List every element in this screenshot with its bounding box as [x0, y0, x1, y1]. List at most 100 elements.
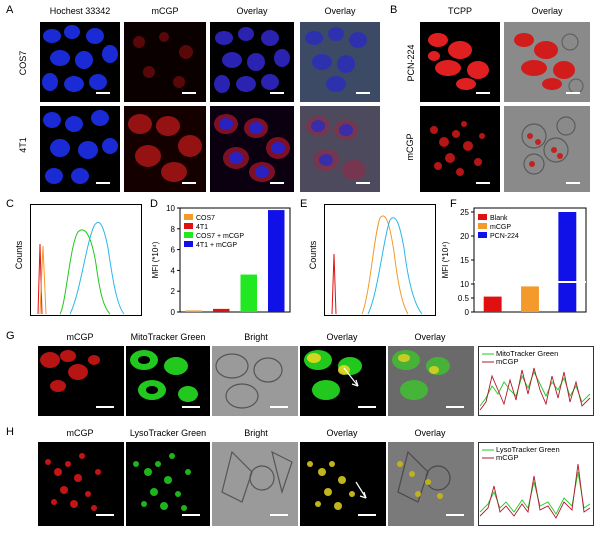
micrograph-a-cos7-overlay-bright — [300, 22, 380, 102]
y-tick-label: 2 — [171, 287, 176, 296]
scale-bar — [566, 182, 580, 184]
y-tick-label: 10 — [166, 204, 175, 213]
scale-bar — [270, 514, 288, 516]
legend-entry: Blank — [490, 215, 508, 222]
col-title-g3: Bright — [244, 332, 268, 342]
series-line — [39, 245, 47, 315]
micrograph-a-4t1-mcgp — [124, 106, 206, 192]
legend-entry-mitotracker: MitoTracker Green — [496, 349, 558, 358]
legend-entry-mcgp: mCGP — [496, 453, 519, 462]
series-line — [69, 221, 125, 315]
overlay-signal — [214, 27, 290, 93]
overlay-bright-signal — [521, 116, 576, 175]
overlay-signal — [304, 350, 362, 400]
micrograph-h-mcgp — [38, 442, 124, 526]
row-label-mcgp: mCGP — [405, 133, 415, 161]
micrograph-g-overlay-bright — [388, 346, 474, 416]
arrow-head — [359, 491, 367, 499]
tcpp-signal — [428, 33, 489, 90]
bar — [185, 310, 202, 312]
axis-label-counts-e: Counts — [308, 240, 318, 270]
legend-swatch — [478, 214, 487, 220]
plot-frame — [324, 204, 436, 316]
micrograph-g-mcgp — [38, 346, 124, 416]
scale-bar — [182, 182, 196, 184]
hoechst-nuclei — [43, 110, 118, 184]
y-tick-label: 0 — [171, 308, 176, 317]
col-title-h4: Overlay — [326, 428, 358, 438]
panel-label-h: H — [6, 426, 14, 438]
micrograph-b-pcn224-overlay — [504, 22, 590, 102]
scale-bar — [182, 92, 196, 94]
series-line-green — [479, 370, 591, 407]
micrograph-h-overlay — [300, 442, 386, 526]
col-title-b2: Overlay — [531, 6, 563, 16]
mcgp-signal — [133, 32, 193, 88]
histogram-e — [324, 204, 436, 316]
col-title-h3: Bright — [244, 428, 268, 438]
legend-entry: mCGP — [490, 224, 511, 231]
axis-label-counts-c: Counts — [14, 240, 24, 270]
line-profile-g: MitoTracker Green mCGP — [478, 346, 594, 416]
micrograph-a-4t1-hoechst — [40, 106, 120, 192]
scale-bar — [476, 182, 490, 184]
col-title-h2: LysoTracker Green — [129, 428, 207, 438]
overlay-signal — [307, 461, 367, 510]
scale-bar — [182, 514, 200, 516]
micrograph-g-bright — [212, 346, 298, 416]
bar — [268, 210, 285, 312]
histogram-c — [30, 204, 142, 316]
row-label-pcn224: PCN-224 — [406, 44, 416, 82]
legend-swatch — [478, 223, 487, 229]
series-line-red — [479, 367, 591, 411]
y-tick-label: 4 — [171, 266, 176, 275]
legend-swatch — [184, 223, 193, 229]
plot-frame — [30, 204, 142, 316]
micrograph-b-mcgp-overlay — [504, 106, 590, 192]
overlay-bright-signal — [305, 27, 367, 92]
y-tick-label: 0 — [465, 308, 470, 317]
panel-label-e: E — [300, 198, 308, 210]
series-line — [331, 253, 337, 315]
overlay-bright-signal — [306, 116, 366, 180]
bar — [558, 212, 577, 312]
mcgp-signal — [128, 114, 202, 182]
bar — [521, 286, 539, 312]
row-label-cos7: COS7 — [18, 50, 28, 76]
overlay-bright-signal — [397, 450, 451, 503]
col-title-a3: Overlay — [236, 6, 268, 16]
micrograph-a-4t1-overlay-bright — [300, 106, 380, 192]
col-title-h5: Overlay — [414, 428, 446, 438]
col-title-g5: Overlay — [414, 332, 446, 342]
y-axis-label: MFI (*10⁴) — [441, 241, 450, 278]
micrograph-a-4t1-overlay — [210, 106, 294, 192]
micrograph-a-cos7-overlay — [210, 22, 294, 102]
legend-entry-mcgp: mCGP — [496, 357, 519, 366]
scale-bar — [356, 92, 370, 94]
mitotracker-signal — [130, 350, 198, 402]
legend-entry: 4T1 — [196, 224, 208, 231]
arrow-head — [351, 379, 359, 387]
bar — [213, 308, 230, 312]
y-tick-label: 6 — [171, 246, 176, 255]
bar-chart-d: 0 2 4 6 8 10 MFI (*10⁴) COS7 4T1 COS7 + mCGP 4T1 +… — [151, 204, 291, 317]
bar — [483, 296, 502, 312]
bar-chart-f: 0 0.5 10 15 20 25 MFI (*10⁴) Blank mCGP PCN-224 — [441, 207, 587, 317]
micrograph-a-cos7-hoechst — [40, 22, 120, 102]
y-tick-label: 8 — [171, 225, 176, 234]
y-axis-label: MFI (*10⁴) — [151, 241, 160, 278]
legend-entry: COS7 + mCGP — [196, 233, 244, 240]
mcgp-signal — [40, 350, 100, 392]
legend-entry: PCN-224 — [490, 233, 519, 240]
legend-entry: 4T1 + mCGP — [196, 242, 237, 249]
col-title-h1: mCGP — [66, 428, 94, 438]
legend-swatch — [184, 232, 193, 238]
y-tick-label: 15 — [460, 256, 469, 265]
micrograph-b-mcgp-tcpp — [420, 106, 500, 192]
bright-field — [215, 353, 283, 409]
series-line — [367, 217, 423, 315]
legend-swatch — [184, 241, 193, 247]
panel-label-f: F — [450, 198, 457, 210]
col-title-g4: Overlay — [326, 332, 358, 342]
scale-bar — [446, 406, 464, 408]
